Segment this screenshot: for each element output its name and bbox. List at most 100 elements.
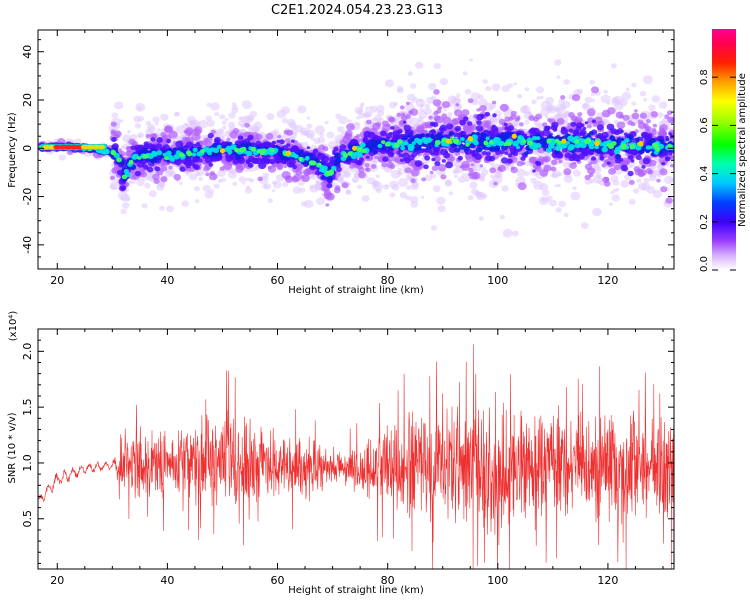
spectrogram-halo-blob — [541, 189, 550, 197]
spectrogram-low-blob — [205, 172, 210, 177]
spectrogram-mid-blob — [584, 121, 589, 125]
spectrogram-mid-blob — [208, 162, 214, 167]
spectrogram-core-blob — [373, 150, 378, 154]
spectrogram-mid-blob — [166, 138, 172, 144]
spectrogram-low-blob — [433, 115, 441, 122]
spectrogram-core-blob — [609, 135, 616, 141]
spectrogram-low-blob — [284, 138, 291, 144]
spectrogram-halo-blob — [166, 167, 175, 176]
spectrogram-low-blob — [528, 115, 535, 121]
spectrogram-halo-blob — [297, 105, 307, 114]
spectrogram-halo-blob — [206, 102, 212, 107]
spectrogram-high-blob — [585, 138, 592, 144]
spectrogram-low-blob — [152, 173, 160, 181]
spectrogram-halo-blob — [657, 112, 664, 118]
colorbar-tick-label: 0.8 — [699, 69, 710, 85]
spectrogram-peak-cell — [64, 144, 73, 150]
spectrogram-low-blob — [571, 94, 581, 102]
spectrogram-low-blob — [433, 110, 439, 116]
spectrogram-peak-cell — [58, 144, 67, 150]
spectrogram-low-blob — [608, 168, 616, 175]
spectrogram-halo-blob — [156, 128, 161, 132]
y-tick-label: 20 — [21, 93, 34, 107]
spectrogram-mid-blob — [635, 154, 642, 161]
spectrogram-halo-blob — [141, 203, 148, 209]
spectrogram-high-blob — [308, 160, 315, 166]
spectrogram-peak-blob — [531, 135, 538, 141]
spectrogram-low-blob — [650, 111, 658, 118]
spectrogram-mid-blob — [445, 161, 453, 169]
spectrogram-mid-blob — [432, 121, 439, 128]
spectrogram-halo-blob — [120, 193, 130, 202]
spectrogram-peak-blob — [320, 167, 327, 173]
spectrogram-halo-blob — [114, 101, 124, 110]
spectrogram-low-blob — [459, 165, 464, 169]
spectrogram-low-blob — [257, 176, 264, 182]
spectrogram-core-blob — [336, 157, 341, 161]
spectrogram-mid-blob — [245, 159, 251, 165]
spectrogram-halo-blob — [550, 172, 556, 178]
spectrogram-low-blob — [396, 112, 402, 117]
x-tick-label: 80 — [381, 574, 395, 587]
spectrogram-low-blob — [333, 187, 341, 194]
spectrogram-mid-blob — [269, 158, 276, 165]
spectrogram-halo-blob — [262, 183, 268, 189]
spectrogram-low-blob — [659, 168, 668, 176]
spectrogram-peak-cell — [86, 144, 95, 150]
spectrogram-peak-blob — [548, 143, 554, 149]
spectrogram-halo-blob — [160, 113, 169, 121]
spectrogram-mid-blob — [506, 158, 513, 164]
spectrogram-low-blob — [519, 122, 524, 127]
spectrogram-halo-blob — [572, 186, 577, 191]
spectrogram-mid-blob — [620, 164, 628, 172]
spectrogram-mid-blob — [606, 161, 611, 165]
spectrogram-halo-blob — [448, 191, 454, 196]
spectrogram-peak-blob — [520, 136, 525, 140]
spectrogram-low-blob — [670, 118, 674, 123]
spectrogram-core-blob — [586, 133, 591, 137]
spectrogram-low-blob — [277, 135, 282, 139]
spectrogram-mid-blob — [428, 129, 436, 136]
spectrogram-halo-blob — [300, 129, 305, 134]
spectrogram-mid-blob — [444, 150, 449, 155]
spectrogram-mid-blob — [321, 155, 330, 163]
spectrogram-halo-blob — [238, 116, 243, 121]
spectrogram-halo-blob — [482, 79, 488, 84]
spectrogram-mid-blob — [385, 132, 393, 139]
spectrogram-low-blob — [191, 133, 201, 141]
spectrogram-halo-blob — [611, 96, 620, 104]
spectrogram-peak-cell — [53, 144, 62, 150]
spectrogram-low-blob — [292, 174, 302, 182]
spectrogram-halo-blob — [314, 125, 325, 135]
spectrogram-hot-spot — [285, 150, 292, 156]
spectrogram-frame — [37, 29, 675, 270]
spectrogram-halo-blob — [356, 184, 362, 190]
spectrogram-core-blob — [213, 153, 219, 158]
spectrogram-low-blob — [454, 109, 463, 117]
spectrogram-low-blob — [358, 138, 363, 142]
spectrogram-core-blob — [554, 150, 560, 155]
spectrogram-halo-blob — [266, 113, 275, 121]
spectrogram-high-blob — [128, 160, 134, 165]
spectrogram-low-blob — [160, 132, 167, 137]
spectrogram-low-blob — [615, 111, 624, 119]
spectrogram-mid-blob — [620, 129, 624, 133]
spectrogram-low-blob — [476, 108, 481, 112]
spectrogram-halo-blob — [137, 132, 145, 139]
spectrogram-halo-blob — [469, 58, 474, 62]
spectrogram-halo-blob — [288, 121, 297, 129]
spectrogram-low-blob — [497, 166, 503, 172]
spectrogram-low-blob — [665, 197, 673, 204]
spectrogram-halo-blob — [396, 85, 404, 92]
spectrogram-low-blob — [603, 180, 611, 187]
spectrogram-mid-blob — [484, 111, 491, 117]
spectrogram-core-blob — [646, 142, 651, 146]
spectrogram-halo-blob — [229, 168, 236, 175]
snr-y-axis-label: SNR (10 * v/v) — [7, 412, 18, 483]
spectrogram-halo-blob — [210, 102, 220, 111]
spectrogram-halo-blob — [570, 191, 581, 201]
spectrogram-low-blob — [652, 123, 658, 128]
spectrogram-halo-blob — [669, 178, 674, 182]
spectrogram-halo-blob — [517, 93, 523, 99]
